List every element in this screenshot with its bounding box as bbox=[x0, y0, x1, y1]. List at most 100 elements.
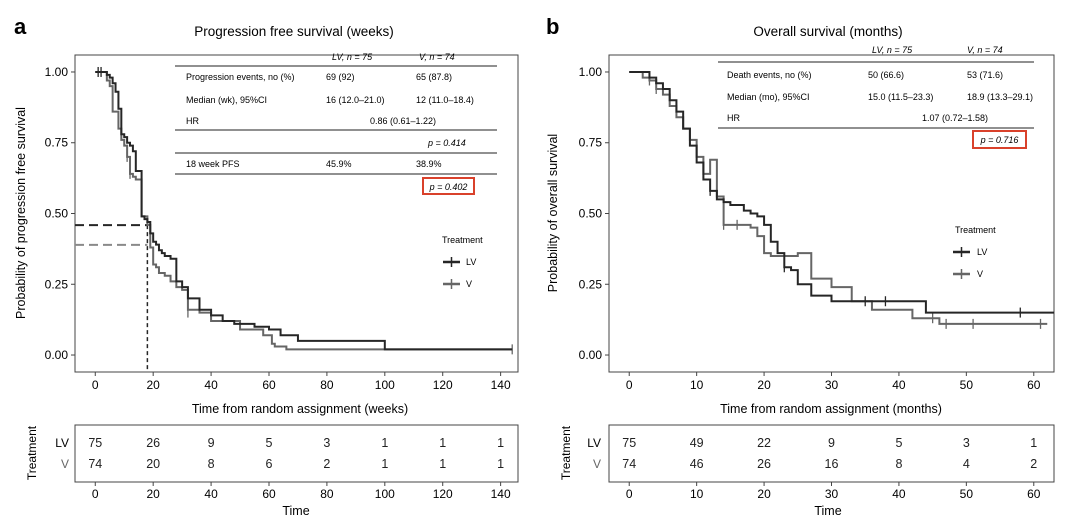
panel-b-risk-axis-title: Treatment bbox=[559, 425, 573, 480]
panel-a-p-box bbox=[422, 177, 475, 195]
risk-count-v: 8 bbox=[895, 457, 902, 471]
panel-a-x-axis: 0 20 40 60 80 100 120 140 bbox=[92, 372, 511, 392]
risk-x-tick-label: 60 bbox=[262, 487, 276, 501]
risk-x-tick-label: 20 bbox=[757, 487, 771, 501]
risk-count-lv: 75 bbox=[622, 436, 636, 450]
panel-a-row1-v: 12 (11.0–18.4) bbox=[416, 95, 474, 105]
panel-b-risk-v-label: V bbox=[593, 457, 601, 471]
y-tick-label: 0.75 bbox=[579, 136, 603, 150]
panel-b-row0-lv: 50 (66.6) bbox=[868, 70, 904, 80]
panel-b-row2-hr: 1.07 (0.72–1.58) bbox=[922, 113, 988, 123]
x-tick-label: 40 bbox=[204, 378, 218, 392]
risk-x-tick-label: 20 bbox=[146, 487, 160, 501]
panel-a-row4-lv: 45.9% bbox=[326, 159, 352, 169]
panel-a-title: Progression free survival (weeks) bbox=[194, 24, 394, 39]
panel-b-x-axis: 0 10 20 30 40 50 60 bbox=[626, 372, 1041, 392]
panel-b-row2-label: HR bbox=[727, 113, 740, 123]
panel-a-risk-v-label: V bbox=[61, 457, 69, 471]
risk-count-lv: 49 bbox=[690, 436, 704, 450]
panel-a-row0-v: 65 (87.8) bbox=[416, 72, 452, 82]
x-tick-label: 120 bbox=[433, 378, 453, 392]
x-tick-label: 100 bbox=[375, 378, 395, 392]
panel-a-row2-label: HR bbox=[186, 116, 199, 126]
panel-a-row0-lv: 69 (92) bbox=[326, 72, 355, 82]
x-tick-label: 40 bbox=[892, 378, 906, 392]
risk-count-lv: 5 bbox=[266, 436, 273, 450]
panel-b-row0-label: Death events, no (%) bbox=[727, 70, 812, 80]
panel-a-y-axis: 0.00 0.25 0.50 0.75 1.00 bbox=[45, 65, 75, 362]
panel-b-row1-v: 18.9 (13.3–29.1) bbox=[967, 92, 1033, 102]
risk-x-tick-label: 140 bbox=[491, 487, 511, 501]
risk-count-v: 1 bbox=[439, 457, 446, 471]
panel-b-curves bbox=[629, 70, 1054, 329]
panel-a-y-label: Probability of progression free survival bbox=[14, 107, 28, 319]
panel-b-risk-lv-label: LV bbox=[587, 436, 601, 450]
x-tick-label: 10 bbox=[690, 378, 704, 392]
panel-a-legend-title: Treatment bbox=[442, 235, 483, 245]
risk-count-v: 2 bbox=[1030, 457, 1037, 471]
risk-count-v: 20 bbox=[146, 457, 160, 471]
panel-a-col-v: V, n = 74 bbox=[419, 52, 455, 62]
panel-a-risk-lv-label: LV bbox=[55, 436, 69, 450]
panel-a-risk-frame bbox=[74, 424, 519, 483]
y-tick-label: 1.00 bbox=[45, 65, 69, 79]
x-tick-label: 60 bbox=[1027, 378, 1041, 392]
panel-b-legend-lv-label: LV bbox=[977, 247, 987, 257]
panel-a-p-box-text: p = 0.402 bbox=[429, 182, 468, 192]
risk-count-lv: 3 bbox=[323, 436, 330, 450]
x-tick-label: 60 bbox=[262, 378, 276, 392]
risk-x-tick-label: 0 bbox=[92, 487, 99, 501]
risk-count-lv: 9 bbox=[208, 436, 215, 450]
risk-count-v: 26 bbox=[757, 457, 771, 471]
panel-a-col-lv: LV, n = 75 bbox=[332, 52, 373, 62]
panel-b-row1-lv: 15.0 (11.5–23.3) bbox=[868, 92, 933, 102]
y-tick-label: 0.00 bbox=[45, 348, 69, 362]
panel-a-row1-lv: 16 (12.0–21.0) bbox=[326, 95, 385, 105]
risk-count-v: 1 bbox=[497, 457, 504, 471]
km-curve-lv bbox=[629, 70, 1054, 314]
panel-b-x-label: Time from random assignment (months) bbox=[720, 402, 942, 416]
panel-a-row0-label: Progression events, no (%) bbox=[186, 72, 295, 82]
risk-count-lv: 1 bbox=[439, 436, 446, 450]
risk-count-v: 6 bbox=[266, 457, 273, 471]
panel-b-stats-table: LV, n = 75 V, n = 74 Death events, no (%… bbox=[718, 45, 1034, 149]
panel-b-legend-title: Treatment bbox=[955, 225, 996, 235]
panel-b-row0-v: 53 (71.6) bbox=[967, 70, 1003, 80]
panel-a-risk-axis-title: Treatment bbox=[25, 425, 39, 480]
panel-b-col-v: V, n = 74 bbox=[967, 45, 1003, 55]
y-tick-label: 0.00 bbox=[579, 348, 603, 362]
risk-count-lv: 22 bbox=[757, 436, 771, 450]
risk-count-lv: 9 bbox=[828, 436, 835, 450]
risk-x-tick-label: 120 bbox=[433, 487, 453, 501]
y-tick-label: 0.50 bbox=[45, 207, 69, 221]
panel-a-row3-p: p = 0.414 bbox=[427, 138, 466, 148]
panel-b-risk-x-axis: 0 10 20 30 40 50 60 bbox=[626, 482, 1041, 501]
risk-x-tick-label: 40 bbox=[204, 487, 218, 501]
risk-count-v: 74 bbox=[622, 457, 636, 471]
panel-b-y-label: Probability of overall survival bbox=[546, 134, 560, 292]
risk-x-tick-label: 0 bbox=[626, 487, 633, 501]
x-tick-label: 0 bbox=[92, 378, 99, 392]
x-tick-label: 20 bbox=[757, 378, 771, 392]
panel-a-legend: Treatment LV V bbox=[442, 235, 483, 289]
risk-x-tick-label: 60 bbox=[1027, 487, 1041, 501]
risk-count-v: 2 bbox=[323, 457, 330, 471]
panel-a-letter: a bbox=[14, 14, 27, 39]
risk-x-tick-label: 30 bbox=[825, 487, 839, 501]
risk-x-tick-label: 40 bbox=[892, 487, 906, 501]
panel-b-risk-counts: 75 49 22 9 5 3 1 74 46 26 16 8 4 2 bbox=[622, 436, 1037, 471]
risk-count-v: 8 bbox=[208, 457, 215, 471]
panel-b: b Overall survival (months) 0.00 0.25 0.50… bbox=[546, 14, 1055, 518]
risk-count-v: 46 bbox=[690, 457, 704, 471]
risk-count-lv: 1 bbox=[1030, 436, 1037, 450]
panel-a-risk-counts: 75 26 9 5 3 1 1 1 74 20 8 6 2 1 1 1 bbox=[88, 436, 504, 471]
x-tick-label: 80 bbox=[320, 378, 334, 392]
panel-a-legend-lv-label: LV bbox=[466, 257, 476, 267]
panel-b-p-box-text: p = 0.716 bbox=[980, 135, 1019, 145]
panel-b-p-box bbox=[972, 130, 1027, 149]
risk-count-lv: 1 bbox=[497, 436, 504, 450]
y-tick-label: 1.00 bbox=[579, 65, 603, 79]
panel-a-x-label: Time from random assignment (weeks) bbox=[192, 402, 408, 416]
x-tick-label: 0 bbox=[626, 378, 633, 392]
x-tick-label: 140 bbox=[491, 378, 511, 392]
